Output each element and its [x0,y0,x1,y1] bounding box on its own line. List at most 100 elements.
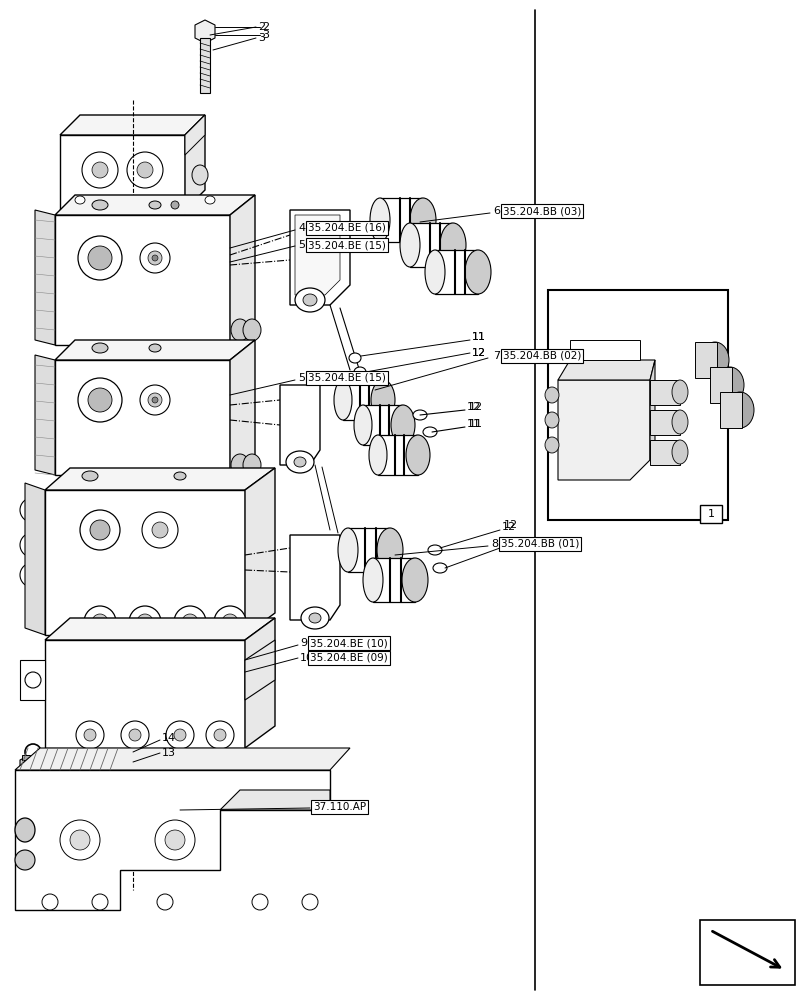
Ellipse shape [672,440,687,464]
Ellipse shape [25,672,41,688]
Ellipse shape [672,380,687,404]
Ellipse shape [440,223,466,267]
Ellipse shape [285,451,314,473]
Ellipse shape [333,380,351,420]
Polygon shape [372,558,414,602]
Ellipse shape [354,405,371,445]
Text: 2: 2 [262,22,268,32]
Ellipse shape [155,820,195,860]
Ellipse shape [413,410,427,420]
Polygon shape [25,483,45,635]
Ellipse shape [302,894,318,910]
Ellipse shape [80,510,120,550]
Ellipse shape [139,243,169,273]
Text: 5: 5 [298,240,305,250]
Polygon shape [45,618,275,640]
Ellipse shape [230,454,249,476]
Ellipse shape [700,342,728,378]
Ellipse shape [157,894,173,910]
Ellipse shape [182,614,198,630]
Polygon shape [15,748,350,770]
Ellipse shape [349,353,361,363]
Ellipse shape [309,613,320,623]
Ellipse shape [148,201,161,209]
Ellipse shape [60,820,100,860]
Ellipse shape [715,367,743,403]
Ellipse shape [82,471,98,481]
Ellipse shape [204,196,215,204]
Polygon shape [557,360,654,380]
Bar [699,920,794,985]
Text: 11: 11 [471,332,486,342]
Bar [699,505,721,523]
Polygon shape [35,355,55,475]
Text: 1: 1 [706,509,714,519]
Ellipse shape [26,539,38,551]
Ellipse shape [354,367,366,377]
Ellipse shape [174,606,206,638]
Bar [22,755,30,760]
Polygon shape [380,198,423,242]
Polygon shape [45,490,245,635]
Ellipse shape [544,412,558,428]
Ellipse shape [423,427,436,437]
Ellipse shape [370,198,389,242]
Ellipse shape [206,721,234,749]
Ellipse shape [391,405,414,445]
Ellipse shape [92,162,108,178]
Ellipse shape [127,152,163,188]
Text: 35.204.BE (10): 35.204.BE (10) [310,638,388,648]
Ellipse shape [152,522,168,538]
Ellipse shape [84,729,96,741]
Text: 5: 5 [298,373,305,383]
Ellipse shape [251,894,268,910]
Text: 6: 6 [492,206,500,216]
Text: 2: 2 [258,22,265,32]
Text: 35.204.BE (15): 35.204.BE (15) [307,373,385,383]
Text: 35.204.BB (01): 35.204.BB (01) [500,539,579,549]
Ellipse shape [432,563,446,573]
Ellipse shape [410,198,436,242]
Text: 11: 11 [471,332,486,342]
Polygon shape [60,135,185,210]
Polygon shape [435,250,478,294]
Ellipse shape [371,380,394,420]
Polygon shape [195,20,215,43]
Ellipse shape [20,533,44,557]
Ellipse shape [191,165,208,185]
Ellipse shape [544,387,558,403]
Polygon shape [245,618,275,748]
Ellipse shape [148,344,161,352]
Ellipse shape [400,223,419,267]
Ellipse shape [152,397,158,403]
Text: 11: 11 [466,419,480,429]
Ellipse shape [544,437,558,453]
Ellipse shape [92,894,108,910]
Polygon shape [245,468,275,635]
Polygon shape [220,790,329,810]
Polygon shape [185,115,204,210]
Polygon shape [230,340,255,475]
Ellipse shape [26,569,38,581]
Ellipse shape [294,457,306,467]
Ellipse shape [363,558,383,602]
Ellipse shape [337,528,358,572]
Ellipse shape [129,606,161,638]
Polygon shape [245,640,275,700]
Text: 35.204.BE (09): 35.204.BE (09) [310,653,388,663]
Ellipse shape [230,319,249,341]
Text: 35.204.BE (15): 35.204.BE (15) [307,240,385,250]
Ellipse shape [76,721,104,749]
Polygon shape [290,535,340,620]
Text: 13: 13 [162,748,176,758]
Ellipse shape [75,196,85,204]
Polygon shape [290,210,350,305]
Bar [719,392,741,428]
Polygon shape [60,115,204,135]
Ellipse shape [465,250,491,294]
Ellipse shape [92,200,108,210]
Ellipse shape [70,830,90,850]
Text: 12: 12 [504,520,517,530]
Text: 7: 7 [492,351,500,361]
Ellipse shape [171,201,178,209]
